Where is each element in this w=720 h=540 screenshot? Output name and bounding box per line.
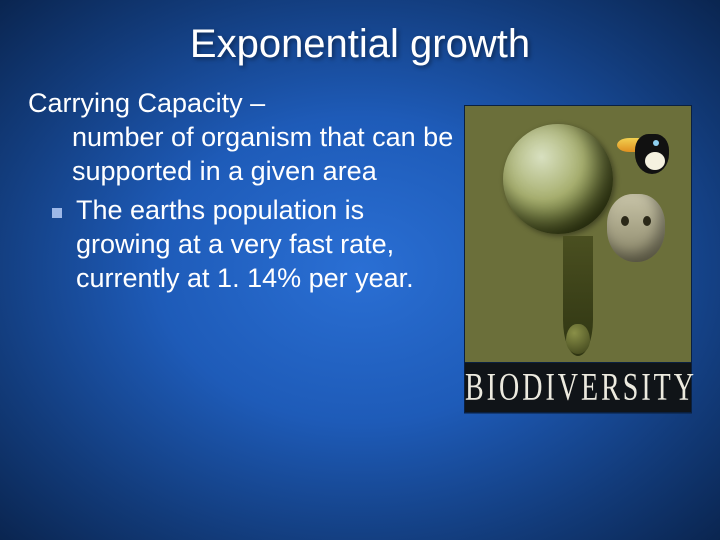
content-area: Carrying Capacity – number of organism t… <box>0 67 720 399</box>
image-caption: BIODIVERSITY <box>464 363 692 413</box>
toucan-icon <box>617 124 669 180</box>
globe-icon <box>503 124 613 234</box>
definition-block: Carrying Capacity – number of organism t… <box>28 87 464 188</box>
droplet-icon <box>566 324 590 354</box>
slide-title: Exponential growth <box>0 0 720 67</box>
term-text: Carrying Capacity – <box>28 87 464 121</box>
bullet-item: The earths population is growing at a ve… <box>28 194 464 295</box>
bullet-text: The earths population is growing at a ve… <box>76 194 464 295</box>
biodiversity-image <box>464 105 692 363</box>
square-bullet-icon <box>52 208 62 218</box>
face-icon <box>607 194 665 262</box>
image-column: BIODIVERSITY <box>464 87 692 399</box>
definition-text: number of organism that can be supported… <box>28 121 464 189</box>
text-column: Carrying Capacity – number of organism t… <box>28 87 464 296</box>
